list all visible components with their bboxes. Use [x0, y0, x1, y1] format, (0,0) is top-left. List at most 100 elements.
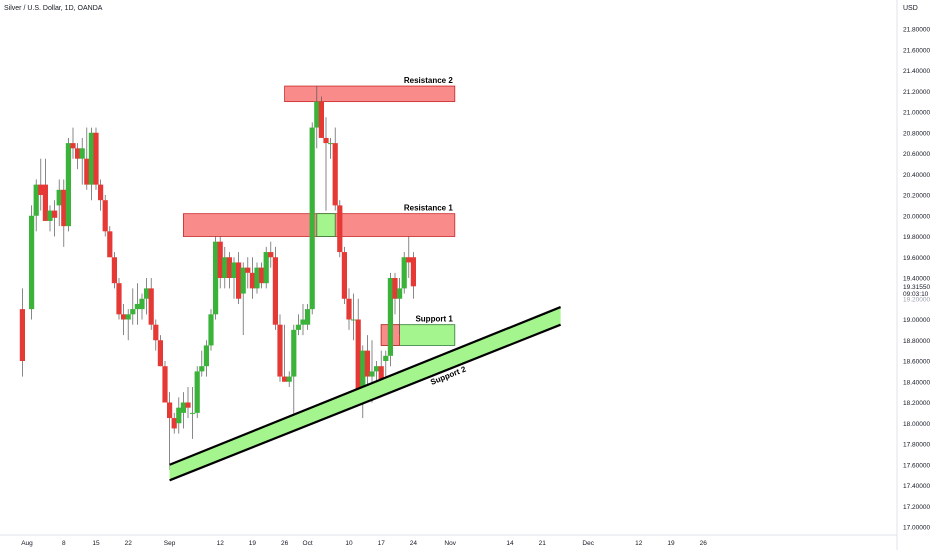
last-price-label: 19.31550 [903, 284, 930, 291]
candle-body [33, 184, 39, 216]
time-tick-label: 21 [539, 540, 547, 547]
candle-body [139, 298, 145, 310]
time-tick-label: 19 [667, 540, 675, 547]
zone-flip [316, 213, 336, 237]
candle-body [70, 143, 76, 149]
candle-body [387, 278, 393, 356]
candle-body [42, 184, 48, 221]
candle-body [397, 288, 403, 299]
candle-body [314, 101, 320, 128]
candle-body [157, 340, 163, 367]
candle-body [38, 184, 44, 195]
time-tick-label: 12 [217, 540, 225, 547]
candle-body [318, 101, 324, 138]
candle-body [52, 210, 58, 218]
time-tick-label: 17 [378, 540, 386, 547]
price-tick-label: 18.60000 [903, 359, 930, 366]
candle-body [328, 143, 334, 145]
time-tick-label: 12 [635, 540, 643, 547]
candle-body [401, 257, 407, 289]
time-tick-label: 19 [249, 540, 257, 547]
candle-body [93, 132, 99, 185]
support-2-lower-line[interactable] [169, 323, 562, 482]
price-tick-label: 20.60000 [903, 151, 930, 158]
candle-body [383, 355, 389, 361]
candle-body [47, 210, 53, 221]
candle-body [369, 371, 375, 377]
candle-body [61, 189, 67, 227]
candle-body [213, 241, 219, 315]
time-tick-label: 14 [506, 540, 514, 547]
candle-body [374, 366, 380, 372]
candle-body [190, 412, 196, 414]
symbol-title: Silver / U.S. Dollar, 1D, OANDA [4, 5, 103, 12]
last-price-countdown: 09:03:10 [903, 291, 929, 298]
candle-body [125, 314, 131, 320]
candle-body [130, 309, 136, 315]
time-tick-label: 10 [345, 540, 353, 547]
candle-body [291, 329, 297, 377]
time-tick-label: 26 [281, 540, 289, 547]
candle-body [176, 407, 182, 424]
candle-body [272, 257, 278, 325]
candle-body [107, 231, 113, 258]
price-tick-label: 19.80000 [903, 234, 930, 241]
price-tick-label: 17.60000 [903, 462, 930, 469]
candle-body [351, 319, 357, 321]
support-2-channel-fill [169, 307, 561, 481]
candle-body [364, 350, 370, 377]
candle-body [65, 143, 71, 227]
candle-body [346, 298, 352, 320]
candle-body [305, 309, 311, 325]
candle-body [282, 376, 288, 382]
candle-body [111, 257, 117, 284]
price-tick-label: 17.00000 [903, 525, 930, 532]
candle-body [410, 257, 416, 287]
candle-body [249, 272, 255, 289]
time-tick-label: 22 [125, 540, 133, 547]
price-tick-label: 21.80000 [903, 27, 930, 34]
price-tick-label: 18.20000 [903, 400, 930, 407]
price-tick-label: 17.80000 [903, 442, 930, 449]
candle-body [162, 366, 168, 403]
candle-body [88, 132, 94, 185]
time-tick-label: 8 [62, 540, 66, 547]
price-tick-label: 20.00000 [903, 213, 930, 220]
candle-body [84, 158, 90, 185]
price-tick-label: 21.60000 [903, 47, 930, 54]
candle-body [180, 402, 186, 413]
zone-label-resistance-2: Resistance 2 [404, 76, 453, 85]
candle-body [185, 402, 191, 408]
candle-body [323, 137, 329, 144]
candle-body [144, 288, 150, 299]
candle-body [378, 366, 384, 382]
candle-body [392, 278, 398, 299]
candle-body [245, 267, 251, 273]
time-tick-label: Nov [444, 540, 456, 547]
time-tick-label: 24 [410, 540, 418, 547]
support-2-upper-line[interactable] [169, 306, 562, 466]
candle-body [259, 267, 265, 284]
candle-body [75, 148, 81, 159]
price-tick-label: 17.20000 [903, 504, 930, 511]
time-tick-label: Aug [21, 540, 33, 547]
price-tick-label-faint: 19.20000 [903, 296, 930, 303]
price-tick-label: 19.40000 [903, 276, 930, 283]
price-tick-label: 19.00000 [903, 317, 930, 324]
zone-label-resistance-1: Resistance 1 [404, 204, 453, 213]
candle-body [286, 376, 292, 382]
price-tick-label: 18.00000 [903, 421, 930, 428]
time-tick-label: Dec [582, 540, 594, 547]
candle-body [167, 402, 173, 419]
candle-body [309, 127, 315, 310]
candle-body [254, 267, 260, 289]
candle-body [148, 288, 154, 325]
price-tick-label: 18.40000 [903, 379, 930, 386]
price-tick-label: 21.20000 [903, 89, 930, 96]
time-tick-label: 15 [92, 540, 100, 547]
candle-body [240, 267, 246, 294]
candle-body [355, 319, 361, 393]
candle-body [295, 324, 301, 330]
